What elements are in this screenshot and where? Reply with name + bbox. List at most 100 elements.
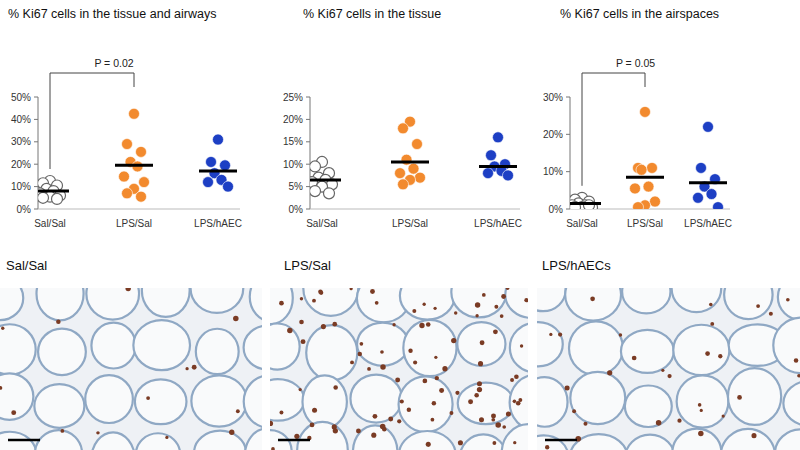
stained-nucleus <box>60 429 64 433</box>
stained-nucleus <box>572 409 576 413</box>
plot-area <box>310 116 517 199</box>
data-point <box>139 177 150 188</box>
stained-nucleus <box>698 431 703 436</box>
stained-nucleus <box>492 441 496 445</box>
alveolus <box>191 375 246 426</box>
stained-nucleus <box>96 431 99 434</box>
alveolus <box>569 321 623 375</box>
stained-nucleus <box>358 352 362 356</box>
stained-nucleus <box>192 365 197 370</box>
chart-title: % Ki67 cells in the tissue <box>303 7 441 21</box>
stained-nucleus <box>737 395 742 400</box>
alveolus <box>724 288 772 319</box>
alveolus <box>510 375 528 431</box>
stained-nucleus <box>518 398 522 402</box>
alveolus <box>622 288 670 313</box>
stained-nucleus <box>382 427 387 432</box>
y-tick-label: 5% <box>289 181 304 192</box>
category-label: LPS/hAEC <box>194 218 242 229</box>
alveolus <box>565 288 621 321</box>
category-label: LPS/Sal <box>627 218 663 229</box>
stained-nucleus <box>333 385 338 390</box>
stained-nucleus <box>661 369 664 372</box>
stained-nucleus <box>236 409 240 413</box>
data-point <box>483 168 494 179</box>
stained-nucleus <box>279 410 283 414</box>
stained-nucleus <box>373 414 378 419</box>
stained-nucleus <box>432 401 436 405</box>
alveolus <box>0 324 36 374</box>
alveolus <box>625 386 672 427</box>
stained-nucleus <box>310 423 315 428</box>
alveolus <box>721 429 775 450</box>
alveolus <box>399 376 453 432</box>
stained-nucleus <box>480 340 485 345</box>
alveolus <box>451 288 506 317</box>
alveolus <box>458 383 514 424</box>
stained-nucleus <box>656 420 662 426</box>
stained-nucleus <box>478 361 483 366</box>
stained-nucleus <box>513 400 517 404</box>
stained-nucleus <box>367 367 371 371</box>
stained-nucleus <box>583 422 587 426</box>
stained-nucleus <box>619 333 622 336</box>
stained-nucleus <box>271 447 275 450</box>
data-point <box>395 168 406 179</box>
data-point <box>398 179 409 190</box>
stained-nucleus <box>700 409 703 412</box>
alveolus <box>0 373 33 420</box>
mean-line <box>38 190 69 193</box>
scale-bar <box>545 439 577 442</box>
y-tick <box>306 164 310 165</box>
y-tick-label: 20% <box>11 159 31 170</box>
alveolus <box>303 288 358 316</box>
stained-nucleus <box>423 379 428 384</box>
stained-nucleus <box>786 298 790 302</box>
alveolus <box>245 428 262 450</box>
stained-nucleus <box>426 322 431 327</box>
alveolus <box>783 381 800 426</box>
alveolus <box>244 375 262 427</box>
y-tick <box>34 164 38 165</box>
significance-bracket <box>50 73 134 169</box>
stained-nucleus <box>506 288 510 290</box>
stained-nucleus <box>370 289 375 294</box>
micrograph-label: LPS/Sal <box>284 258 331 273</box>
alveolus <box>36 288 83 320</box>
data-point <box>220 160 231 171</box>
micrograph <box>537 288 800 450</box>
alveolus <box>570 434 627 450</box>
data-point <box>630 183 641 194</box>
stained-nucleus <box>392 323 395 326</box>
stained-nucleus <box>475 302 480 307</box>
alveolus <box>457 322 505 366</box>
y-tick <box>306 141 310 142</box>
stained-nucleus <box>514 374 519 379</box>
data-point <box>486 150 497 161</box>
alveolus <box>672 429 721 450</box>
data-point <box>636 164 647 175</box>
mean-line <box>391 160 429 163</box>
stained-nucleus <box>477 381 482 386</box>
stained-nucleus <box>520 344 523 347</box>
alveolus <box>621 330 674 373</box>
stained-nucleus <box>491 414 496 419</box>
y-tick <box>34 97 38 98</box>
alveolus <box>773 318 800 374</box>
y-tick <box>566 134 570 135</box>
alveolus <box>403 320 456 376</box>
stained-nucleus <box>549 333 552 336</box>
stained-nucleus <box>558 332 562 336</box>
stained-nucleus <box>56 320 61 325</box>
y-tick-label: 20% <box>543 129 563 140</box>
y-tick-label: 10% <box>11 181 31 192</box>
category-label: LPS/Sal <box>392 218 428 229</box>
stained-nucleus <box>350 360 354 364</box>
data-point <box>643 181 654 192</box>
alveolus <box>194 431 246 450</box>
stained-nucleus <box>0 386 2 390</box>
stained-nucleus <box>375 301 379 305</box>
alveolus <box>357 323 408 366</box>
stained-nucleus <box>321 324 326 329</box>
stained-nucleus <box>279 301 284 306</box>
